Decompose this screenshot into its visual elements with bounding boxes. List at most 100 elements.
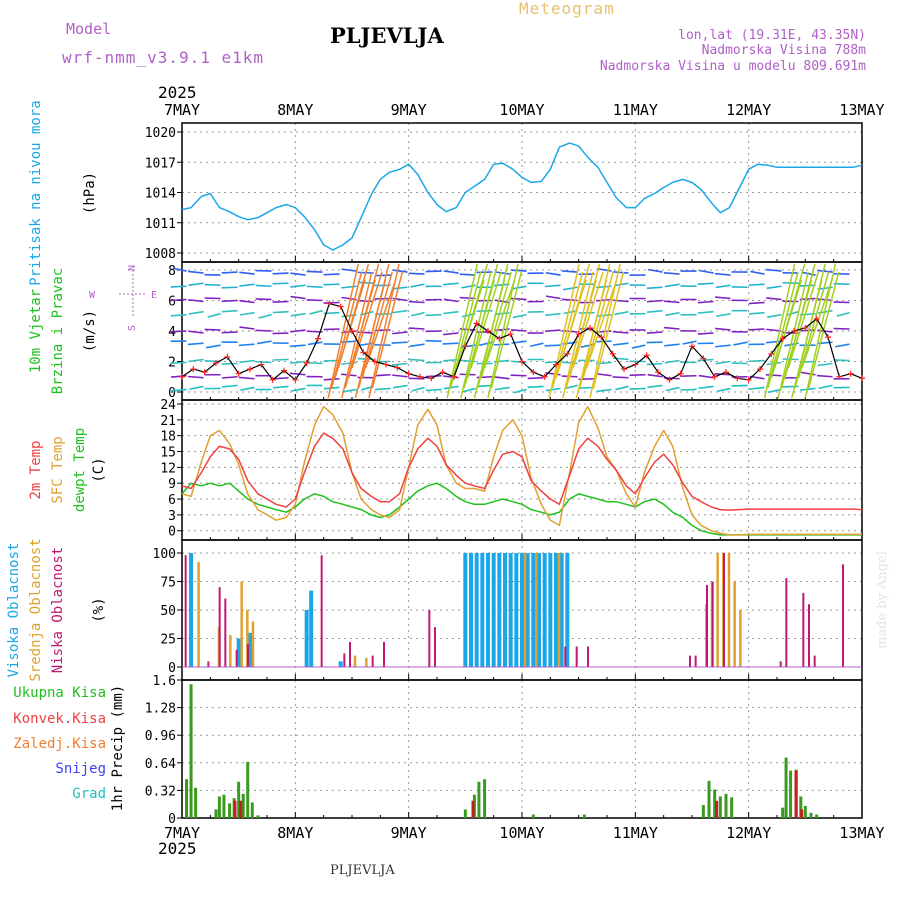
wind-arrow [528, 386, 544, 387]
wind-arrow [410, 344, 425, 346]
cloud-bar [514, 553, 518, 667]
precip-bar [472, 801, 475, 818]
cloud-bar [434, 627, 436, 667]
y-tick-label: 8 [168, 264, 176, 279]
cloud-bar [808, 604, 810, 667]
precip-bar [246, 762, 249, 818]
wind-arrow [341, 286, 356, 288]
compass-east-label: E [151, 290, 157, 301]
wind-arrow [750, 271, 764, 274]
y-tick-label: 1.6 [153, 674, 176, 689]
wind-arrow [632, 345, 646, 348]
wind-arrow [698, 360, 714, 361]
wind-arrow [290, 297, 305, 299]
wind-arrow [393, 385, 408, 387]
wind-arrow [767, 315, 781, 317]
cloud-bar [486, 553, 490, 667]
cloud-bar [236, 650, 238, 667]
cloud-bar [531, 553, 535, 667]
temp-2m-line [182, 433, 862, 510]
x-tick-label-top: 8MAY [277, 101, 313, 119]
wind-arrow [392, 332, 407, 334]
cloud-bar [305, 610, 309, 667]
wind-gust-marker [383, 362, 389, 368]
wind-arrow [222, 287, 238, 288]
wind-arrow [222, 377, 238, 378]
elevation-label: Nadmorska Visina 788m [702, 43, 867, 58]
wind-arrow [613, 377, 629, 378]
precip-bar [222, 795, 225, 818]
wind-arrow [239, 272, 254, 274]
x-tick-label-bottom: 8MAY [277, 824, 313, 842]
wind-arrow [495, 272, 510, 274]
precip-bar [800, 809, 803, 818]
precip-bar [185, 779, 188, 818]
precip-bar [228, 803, 231, 818]
precip-bar [781, 808, 784, 818]
wind-arrow [208, 314, 221, 317]
cloud-bar [548, 553, 552, 667]
temp-sfc-axis-title: SFC Temp [50, 436, 66, 503]
wind-arrow [426, 389, 442, 390]
cloud-bar [492, 553, 496, 667]
wind-arrow [766, 298, 781, 300]
wind-arrow [818, 364, 833, 366]
y-tick-label: 0.64 [145, 757, 176, 772]
wind-arrow [546, 388, 561, 390]
wind-gust-marker [326, 301, 332, 307]
precip-bar [719, 796, 722, 818]
wind-arrow [494, 377, 509, 379]
y-tick-label: 1020 [145, 126, 176, 141]
x-tick-label-bottom: 7MAY [164, 824, 200, 842]
cloud-bar [814, 656, 816, 667]
x-tick-label-top: 11MAY [613, 101, 658, 119]
x-tick-label-bottom: 13MAY [839, 824, 884, 842]
temp-dewpt-axis-title: dewpt Temp [72, 428, 88, 512]
wind-arrow [563, 287, 577, 289]
wind-arrow [715, 328, 730, 330]
wind-arrow [546, 296, 561, 298]
wind-arrow [647, 311, 662, 312]
precip-bar [583, 815, 586, 818]
wind-gust-marker [315, 336, 321, 342]
cloud-bar [739, 610, 742, 667]
precip-bar [730, 797, 733, 818]
wind-arrow [206, 345, 220, 347]
wind-arrow [715, 345, 730, 347]
wind-arrow [749, 284, 765, 285]
wind-burst-arrow [332, 272, 362, 388]
wind-arrow [443, 333, 458, 335]
wind-unit-label: (m/s) [82, 310, 98, 352]
wind-arrow [698, 312, 714, 313]
y-tick-label: 1014 [145, 187, 176, 202]
wind-arrow [683, 341, 697, 344]
wind-arrow [528, 378, 544, 379]
wind-arrow [648, 270, 662, 272]
wind-arrow [222, 385, 237, 386]
wind-arrow [615, 312, 629, 315]
wind-arrow [239, 327, 254, 329]
precip-bar [483, 779, 486, 818]
wind-arrow [562, 271, 578, 272]
cloud-bar [695, 656, 697, 667]
wind-gust-marker [440, 369, 446, 375]
wind-arrow [444, 271, 459, 273]
wind-arrow [375, 388, 391, 389]
wind-arrow [766, 375, 782, 376]
wind-gust-marker [825, 334, 831, 340]
footer-station: PLJEVLJA [330, 863, 395, 878]
cloud-high-axis-title: Visoka Oblacnost [6, 543, 22, 678]
cloud-bar [343, 653, 345, 667]
wind-arrow [749, 313, 765, 314]
cloud-low-axis-title: Niska Oblacnost [50, 547, 66, 673]
wind-arrow [309, 311, 322, 314]
x-tick-label-bottom: 9MAY [391, 824, 427, 842]
wind-arrow [461, 285, 475, 288]
lonlat-label: lon,lat (19.31E, 43.35N) [678, 28, 866, 43]
wind-arrow [411, 313, 424, 316]
cloud-bar [526, 553, 530, 667]
wind-arrow [307, 286, 323, 287]
wind-arrow [664, 328, 679, 329]
cloud-bar [587, 646, 589, 667]
